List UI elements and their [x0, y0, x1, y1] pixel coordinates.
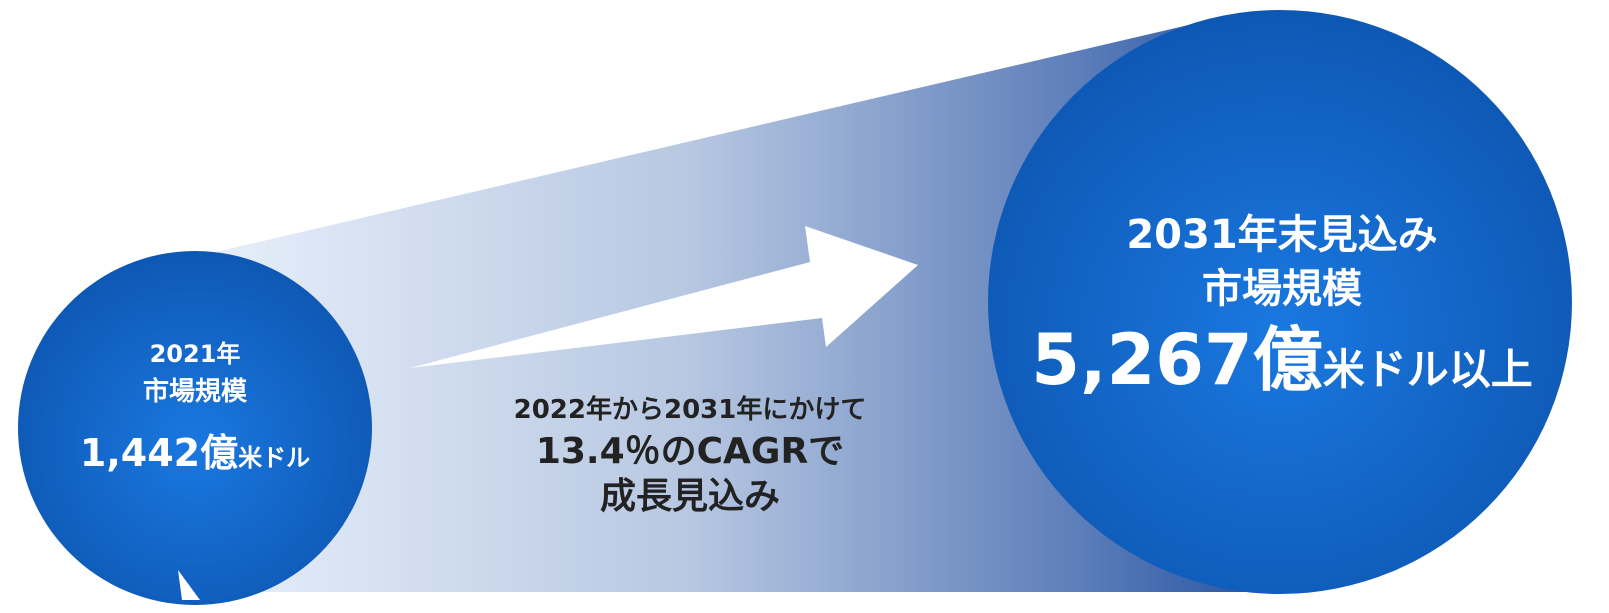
left-unit-big: 億: [200, 431, 238, 475]
right-unit-small: 米ドル以上: [1323, 345, 1533, 394]
right-unit-big: 億: [1253, 319, 1323, 401]
middle-line2: 13.4％のCAGRで: [536, 431, 844, 472]
arrow: [410, 226, 918, 368]
left-unit-small: 米ドル: [238, 444, 310, 472]
right-label: 市場規模: [1202, 266, 1362, 312]
notch: [178, 570, 200, 600]
left-circle: [18, 251, 372, 605]
middle-line1: 2022年から2031年にかけて: [514, 394, 867, 425]
right-line1: 2031年末見込み: [1126, 212, 1437, 258]
right-value-line: 5,267億米ドル以上: [1031, 319, 1532, 401]
left-value: 1,442: [80, 431, 200, 475]
right-value: 5,267: [1031, 319, 1252, 401]
left-value-line: 1,442億米ドル: [80, 431, 310, 475]
right-circle: [988, 10, 1572, 594]
left-label: 市場規模: [143, 376, 248, 407]
middle-line3: 成長見込み: [600, 476, 780, 517]
left-year: 2021年: [150, 340, 241, 368]
